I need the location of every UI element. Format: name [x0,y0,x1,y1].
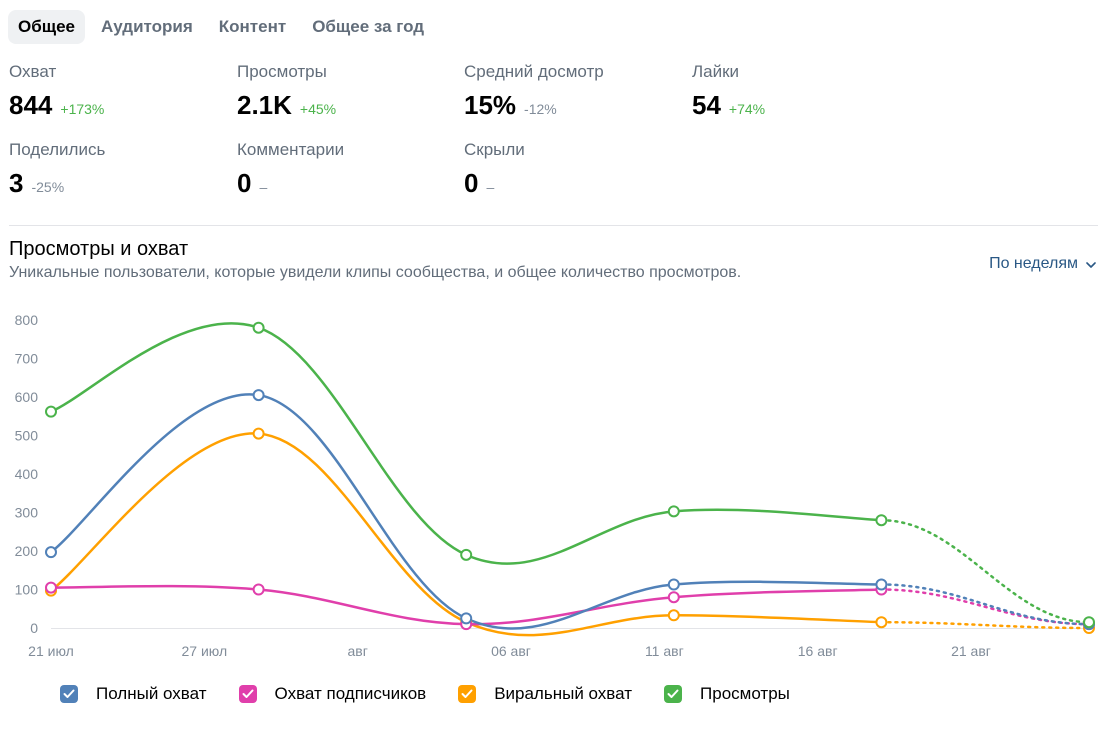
checkbox-icon[interactable] [458,685,477,703]
x-tick-label: 06 авг [491,643,531,659]
data-point[interactable] [252,389,265,402]
data-point[interactable] [45,546,57,559]
legend-label: Полный охват [96,684,207,703]
data-point[interactable] [45,581,57,594]
tab-audience[interactable]: Аудитория [100,17,193,36]
stat-reach: Охват 844 +173% [9,62,229,121]
series-line [50,393,882,630]
y-tick-label: 400 [15,466,39,482]
y-tick-label: 300 [15,505,39,521]
stat-hidden: Скрыли 0– [464,140,684,199]
line-chart: 0 100 200 300 400 500 600 700 800 21 июл 27 июл авг… [15,312,1095,659]
stat-change: – [486,179,495,195]
tab-bar: Общее Аудитория Контент Общее за год [8,10,434,44]
tab-general[interactable]: Общее [8,10,85,44]
series-projected-line [880,588,1091,626]
stat-value: 15% [464,90,517,120]
y-tick-label: 100 [15,582,39,598]
data-point[interactable] [460,548,473,561]
stat-shares: Поделились 3 -25% [9,140,229,199]
x-tick-label: авг [347,643,367,659]
checkbox-icon[interactable] [238,685,257,703]
series-projected-line [880,583,1091,626]
stat-change: – [259,179,268,195]
chart-legend: Полный охват Охват подписчиков Виральный… [60,684,822,704]
chevron-down-icon [1086,255,1096,273]
stat-change: +74% [728,101,766,117]
y-tick-label: 600 [15,389,39,405]
stat-label: Скрыли [464,140,525,159]
data-point[interactable] [667,505,680,518]
x-tick-label: 11 авг [645,643,684,659]
legend-item-viral-reach[interactable]: Виральный охват [458,684,632,704]
data-point[interactable] [460,612,473,625]
stat-avg-watch: Средний досмотр 15% -12% [464,62,684,121]
series-projected-line [880,620,1091,630]
data-point[interactable] [1083,616,1095,629]
data-point[interactable] [667,609,680,622]
legend-item-views[interactable]: Просмотры [664,684,790,704]
series-line [50,432,882,637]
data-point[interactable] [667,591,680,604]
y-tick-label: 500 [15,428,39,444]
stat-label: Средний досмотр [464,62,604,81]
stat-value: 54 [692,90,721,120]
period-select[interactable]: По неделям [989,255,1096,273]
x-tick-label: 27 июл [182,643,228,659]
checkbox-icon[interactable] [664,685,683,703]
data-point[interactable] [45,405,57,418]
stat-value: 2.1K [237,90,292,120]
x-tick-label: 21 июл [28,643,74,659]
stat-label: Поделились [9,140,106,159]
legend-label: Просмотры [700,684,790,703]
stat-value: 0 [464,168,479,198]
tab-year[interactable]: Общее за год [312,17,425,36]
checkbox-icon[interactable] [60,685,78,703]
stat-change: +45% [299,101,337,117]
stat-value: 844 [9,90,53,120]
series-line [50,322,882,565]
stat-comments: Комментарии 0– [237,140,457,199]
stat-change: -12% [524,101,557,117]
section-subtitle: Уникальные пользователи, которые увидели… [9,264,742,281]
stat-label: Комментарии [237,140,345,159]
x-tick-label: 21 авг [951,643,991,659]
data-point[interactable] [252,321,265,334]
stat-change: +173% [60,101,105,117]
legend-item-full-reach[interactable]: Полный охват [60,684,207,704]
stat-label: Охват [9,62,57,81]
stat-change: -25% [31,179,65,195]
stat-likes: Лайки 54 +74% [692,62,912,121]
data-point[interactable] [875,616,888,629]
y-tick-label: 200 [15,543,39,559]
divider [9,225,1098,226]
series-projected-line [880,518,1091,624]
x-tick-label: 16 авг [798,643,838,659]
tab-content[interactable]: Контент [218,17,287,36]
stat-label: Просмотры [237,62,327,81]
y-tick-label: 0 [30,620,38,636]
stat-value: 0 [237,168,252,198]
data-point[interactable] [252,583,265,596]
section-title: Просмотры и охват [9,238,189,260]
data-point[interactable] [667,578,680,591]
period-label: По неделям [989,255,1078,272]
data-point[interactable] [875,578,888,591]
y-tick-label: 800 [15,312,39,328]
stat-views: Просмотры 2.1K +45% [237,62,457,121]
legend-label: Виральный охват [494,684,633,703]
y-tick-label: 700 [15,351,39,367]
data-point[interactable] [875,514,888,527]
legend-item-subscriber-reach[interactable]: Охват подписчиков [238,684,427,704]
legend-label: Охват подписчиков [274,684,427,703]
stat-value: 3 [9,168,24,198]
stat-label: Лайки [692,62,740,81]
data-point[interactable] [252,427,265,440]
